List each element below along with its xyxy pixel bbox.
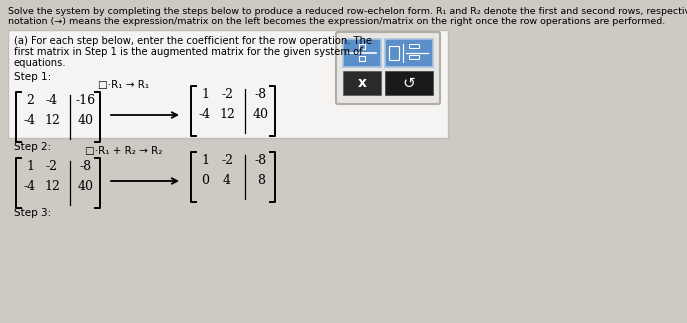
Text: -4: -4	[24, 114, 36, 128]
Text: -8: -8	[255, 89, 267, 101]
Text: x: x	[357, 76, 366, 90]
Text: -8: -8	[80, 161, 92, 173]
FancyBboxPatch shape	[343, 39, 381, 67]
Text: 1: 1	[26, 161, 34, 173]
Text: 0: 0	[201, 174, 209, 187]
Text: equations.: equations.	[14, 58, 67, 68]
Text: 1: 1	[201, 154, 209, 168]
Text: 1: 1	[201, 89, 209, 101]
Text: Solve the system by completing the steps below to produce a reduced row-echelon : Solve the system by completing the steps…	[8, 7, 687, 16]
FancyBboxPatch shape	[385, 39, 433, 67]
Text: first matrix in Step 1 is the augmented matrix for the given system of: first matrix in Step 1 is the augmented …	[14, 47, 363, 57]
Text: notation (→) means the expression/matrix on the left becomes the expression/matr: notation (→) means the expression/matrix…	[8, 17, 665, 26]
Text: -4: -4	[24, 181, 36, 193]
Text: 12: 12	[44, 114, 60, 128]
Text: -2: -2	[221, 89, 233, 101]
Text: -4: -4	[199, 109, 211, 121]
Text: -2: -2	[46, 161, 58, 173]
Text: ↺: ↺	[403, 76, 416, 90]
FancyBboxPatch shape	[343, 71, 381, 95]
Text: 40: 40	[78, 181, 94, 193]
Text: Step 1:: Step 1:	[14, 72, 52, 82]
Text: Step 2:: Step 2:	[14, 142, 52, 152]
Text: 12: 12	[44, 181, 60, 193]
Text: 8: 8	[257, 174, 265, 187]
Text: Step 3:: Step 3:	[14, 208, 52, 218]
Text: -16: -16	[76, 95, 96, 108]
FancyBboxPatch shape	[8, 30, 448, 138]
Text: -2: -2	[221, 154, 233, 168]
FancyBboxPatch shape	[336, 32, 440, 104]
Text: □·R₁ → R₁: □·R₁ → R₁	[98, 80, 150, 90]
Text: 2: 2	[26, 95, 34, 108]
Text: 40: 40	[253, 109, 269, 121]
Text: (a) For each step below, enter the coefficient for the row operation. The: (a) For each step below, enter the coeff…	[14, 36, 372, 46]
Text: -4: -4	[46, 95, 58, 108]
Text: 4: 4	[223, 174, 231, 187]
Text: 12: 12	[219, 109, 235, 121]
Text: -8: -8	[255, 154, 267, 168]
Text: □·R₁ + R₂ → R₂: □·R₁ + R₂ → R₂	[85, 146, 163, 156]
Text: 40: 40	[78, 114, 94, 128]
FancyBboxPatch shape	[385, 71, 433, 95]
